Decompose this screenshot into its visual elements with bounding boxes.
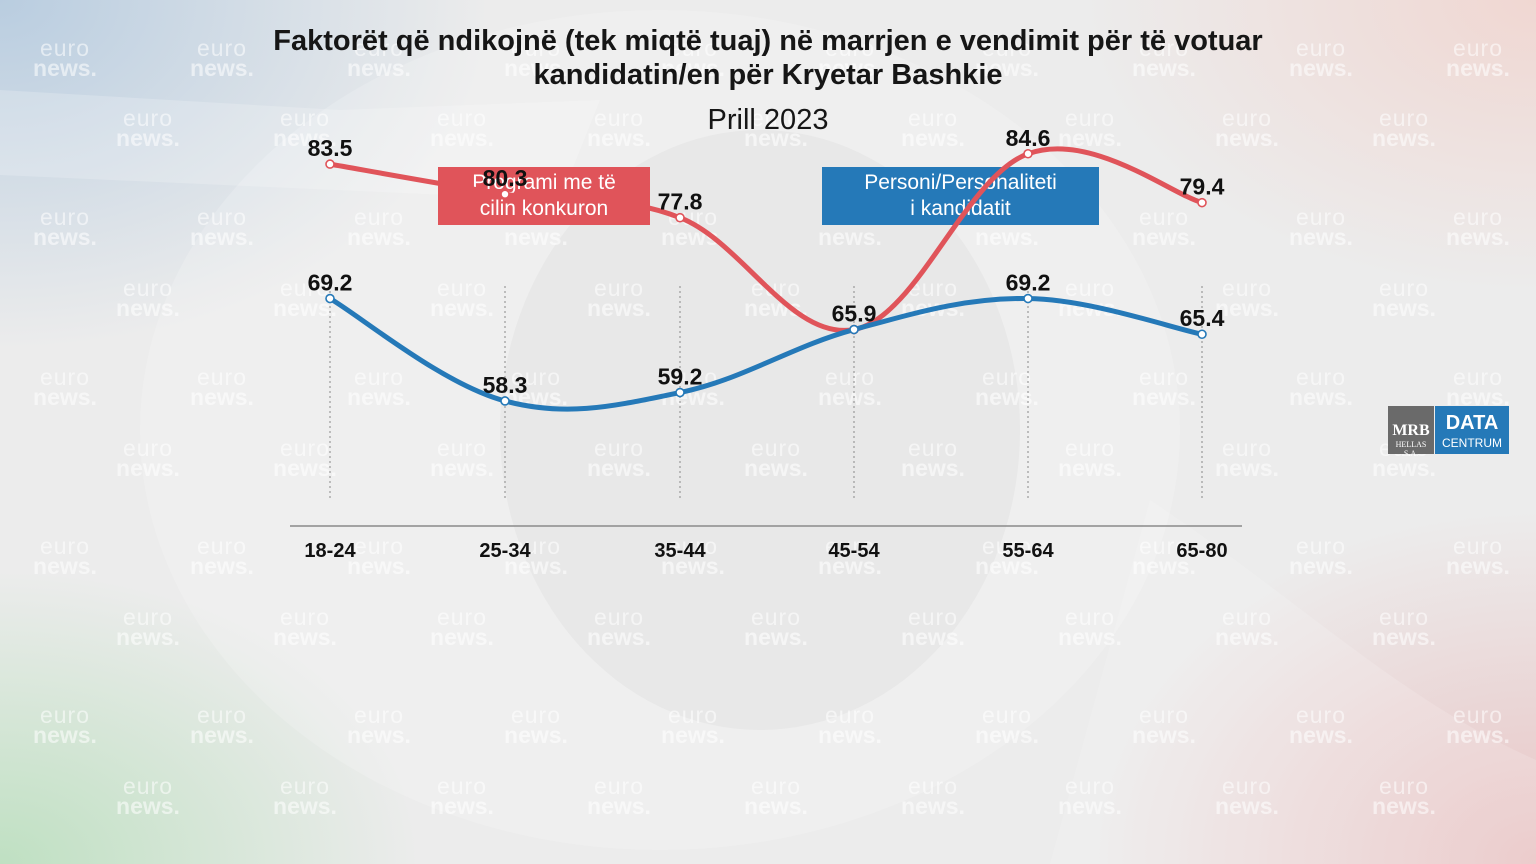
value-label-programi: 83.5: [308, 135, 353, 161]
series-line-programi: [327, 146, 1205, 333]
mrb-logo: MRB HELLAS S.A.: [1388, 406, 1434, 458]
x-tick-label: 55-64: [1002, 540, 1054, 562]
x-tick-label: 25-34: [479, 540, 531, 562]
datacentrum-logo-subtext: CENTRUM: [1442, 436, 1502, 450]
value-label-programi: 65.9: [832, 301, 877, 327]
data-point-personi: [675, 387, 685, 398]
datacentrum-logo: DATA CENTRUM: [1435, 406, 1509, 454]
data-point-programi: [500, 189, 510, 199]
series-line-personi: [327, 296, 1205, 412]
value-label-personi: 65.4: [1180, 305, 1225, 331]
mrb-datacentrum-logo: MRB HELLAS S.A. DATA CENTRUM: [1388, 406, 1509, 458]
value-label-personi: 58.3: [483, 372, 528, 398]
legend-programi-line2: cilin konkuron: [479, 197, 609, 220]
data-point-programi: [1197, 197, 1207, 208]
data-point-personi: [500, 396, 510, 406]
data-point-personi: [1197, 329, 1207, 340]
legend-personi-line1: Personi/Personaliteti: [864, 171, 1057, 194]
data-point-programi: [675, 212, 685, 223]
chart-title-line2: kandidatin/en për Kryetar Bashkie: [533, 59, 1003, 91]
data-point-personi: [1023, 293, 1033, 304]
data-point-personi: [325, 293, 335, 304]
mrb-logo-text: MRB: [1392, 422, 1430, 439]
legend-personi-line2: i kandidatit: [910, 197, 1011, 220]
legend-programi-line1: Programi me të: [472, 171, 616, 194]
value-label-personi: 69.2: [308, 270, 353, 296]
chart-title: Faktorët që ndikojnë (tek miqtë tuaj) në…: [0, 24, 1536, 92]
mrb-logo-subtext: HELLAS S.A.: [1395, 440, 1427, 458]
value-label-programi: 77.8: [658, 189, 703, 215]
value-label-programi: 80.3: [483, 165, 528, 191]
x-tick-label: 45-54: [828, 540, 880, 562]
value-label-programi: 84.6: [1006, 125, 1051, 151]
data-point-personi: [849, 324, 859, 335]
value-label-personi: 69.2: [1006, 270, 1051, 296]
data-point-programi: [1023, 148, 1033, 159]
chart-subtitle: Prill 2023: [707, 104, 829, 136]
value-label-programi: 79.4: [1180, 174, 1225, 200]
x-tick-label: 18-24: [304, 540, 356, 562]
x-tick-label: 65-80: [1176, 540, 1227, 562]
data-point-programi: [325, 159, 335, 169]
value-label-personi: 59.2: [658, 364, 703, 390]
chart-title-line1: Faktorët që ndikojnë (tek miqtë tuaj) në…: [273, 25, 1263, 57]
datacentrum-logo-text: DATA: [1445, 412, 1499, 434]
x-tick-label: 35-44: [654, 540, 706, 562]
